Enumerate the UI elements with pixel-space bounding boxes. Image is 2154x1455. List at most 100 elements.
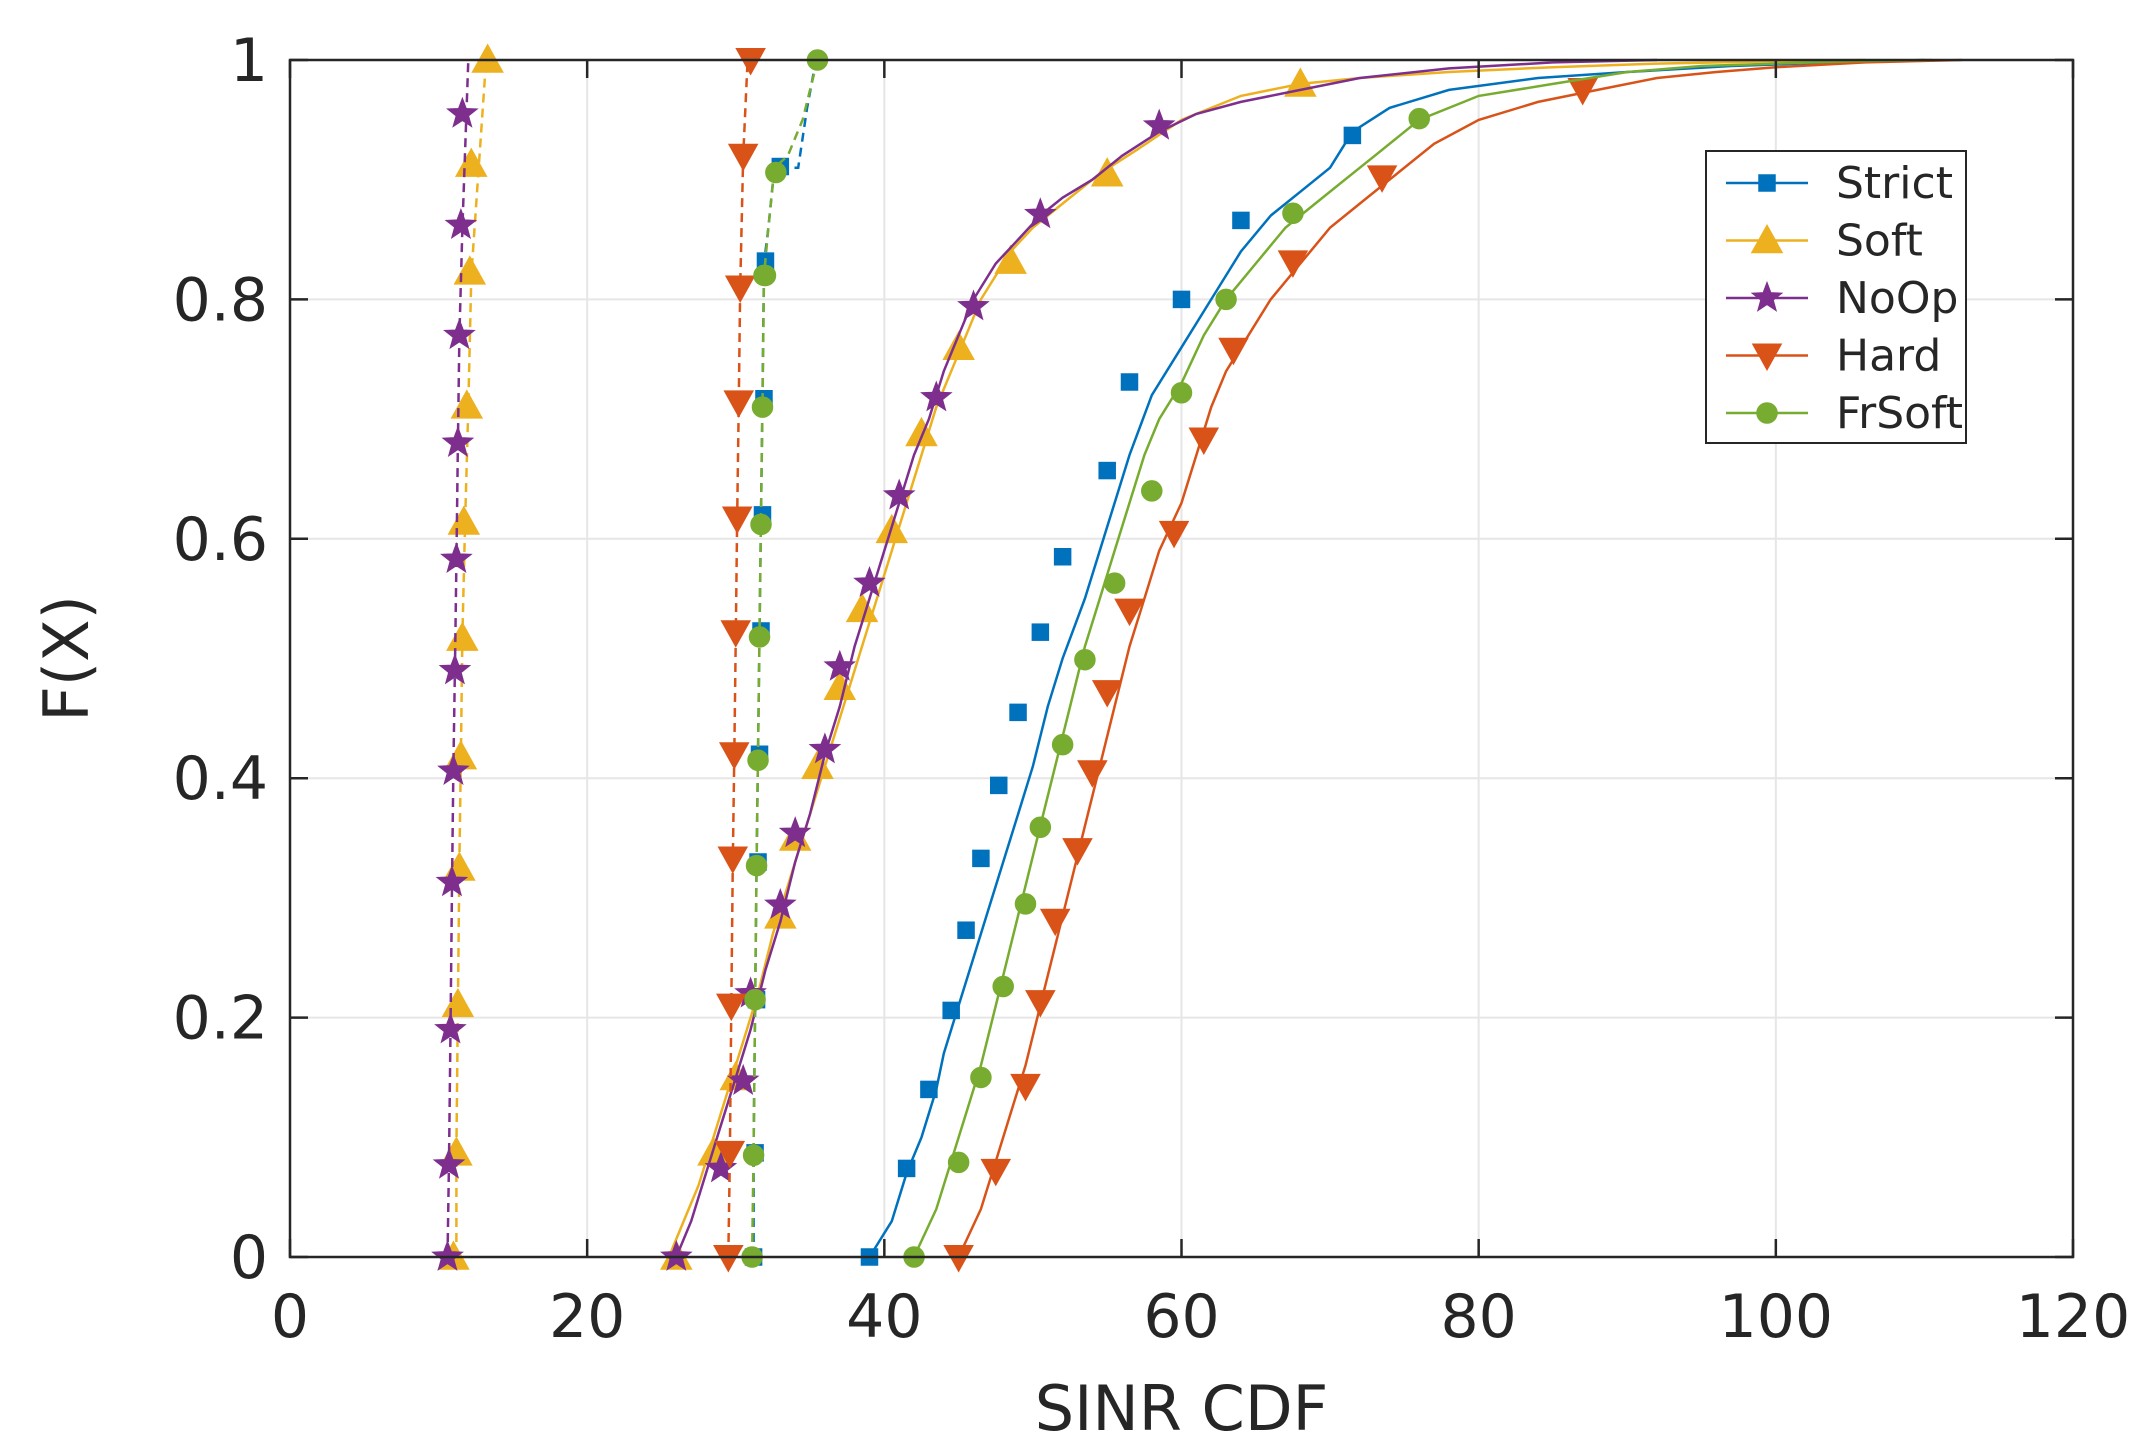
- legend-label-noop: NoOp: [1836, 273, 1958, 324]
- hard-marker: [1010, 1073, 1041, 1102]
- noop-marker: [823, 649, 857, 681]
- series-layer: [431, 43, 1962, 1273]
- hard-marker: [735, 48, 766, 76]
- frsoft-marker: [1141, 480, 1163, 502]
- frsoft-dashed-line: [750, 59, 819, 1258]
- frsoft-marker: [1215, 288, 1237, 311]
- noop-marker: [920, 380, 953, 412]
- hard-marker: [980, 1158, 1012, 1187]
- hard-marker: [720, 620, 752, 648]
- x-tick-label: 80: [1440, 1282, 1516, 1352]
- y-tick-label: 0.4: [173, 744, 268, 814]
- hard-marker: [723, 390, 754, 418]
- tick-labels: 0 20 40 60 80 100 120 0 0.2 0.4 0.6 0.8 1: [173, 26, 2131, 1352]
- frsoft-marker: [1051, 733, 1074, 756]
- noop-marker: [1024, 197, 1057, 229]
- strict-marker: [1098, 461, 1116, 480]
- noop-marker: [778, 816, 812, 848]
- hard-marker: [1114, 598, 1145, 627]
- hard-marker: [1277, 250, 1309, 278]
- noop-marker: [431, 1239, 464, 1271]
- strict-marker: [1120, 373, 1139, 391]
- strict-marker: [1009, 703, 1027, 722]
- frsoft-marker: [745, 854, 768, 877]
- noop-marker: [435, 865, 469, 897]
- hard-marker: [727, 143, 759, 172]
- frsoft-marker: [992, 975, 1014, 998]
- noop-marker: [957, 289, 990, 321]
- x-tick-label: 20: [549, 1282, 625, 1352]
- strict-marker: [1232, 211, 1250, 230]
- soft-marker: [994, 244, 1027, 274]
- legend-item-hard: Hard: [1726, 331, 1941, 382]
- strict-marker: [1172, 290, 1191, 309]
- noop-marker: [441, 425, 475, 457]
- hard-marker: [1025, 990, 1056, 1018]
- frsoft-marker: [765, 161, 787, 184]
- hard-marker: [943, 1245, 974, 1273]
- soft-marker: [453, 255, 487, 285]
- x-tick-label: 0: [271, 1282, 309, 1352]
- strict-marker: [957, 921, 975, 939]
- legend-item-noop: NoOp: [1726, 273, 1958, 324]
- hard-marker: [1091, 680, 1123, 708]
- frsoft-marker: [747, 749, 769, 771]
- frsoft-marker: [1408, 107, 1430, 130]
- series-frsoft: [741, 49, 1932, 1268]
- frsoft-marker: [970, 1066, 992, 1089]
- frsoft-marker: [1014, 893, 1037, 915]
- frsoft-marker: [1282, 202, 1304, 224]
- hard-marker: [724, 275, 756, 303]
- strict-solid-line: [868, 58, 1925, 1258]
- hard-marker: [1039, 908, 1071, 937]
- axis-ticks: [288, 58, 2075, 1259]
- noop-marker: [808, 732, 842, 764]
- hard-marker: [1077, 760, 1108, 788]
- noop-marker: [1142, 108, 1176, 140]
- legend-label-frsoft: FrSoft: [1836, 388, 1963, 439]
- y-tick-label: 0.6: [173, 505, 268, 575]
- series-hard: [713, 48, 1962, 1273]
- hard-marker: [1366, 165, 1398, 193]
- legend-marker-hard: [1751, 343, 1783, 372]
- strict-marker: [972, 849, 990, 868]
- noop-marker: [444, 208, 478, 240]
- strict-marker: [1031, 623, 1050, 641]
- noop-marker: [437, 753, 470, 785]
- hard-marker: [1188, 427, 1220, 455]
- legend-item-strict: Strict: [1726, 158, 1953, 209]
- legend-marker-strict: [1758, 174, 1776, 192]
- soft-dashed-line: [455, 59, 488, 1257]
- y-tick-label: 1: [230, 26, 268, 96]
- y-tick-label: 0.8: [173, 265, 268, 335]
- strict-marker: [920, 1080, 938, 1099]
- legend: Strict Soft NoOp Hard FrSoft: [1705, 150, 1967, 444]
- frsoft-marker: [1074, 648, 1096, 671]
- y-tick-label: 0.2: [173, 984, 268, 1054]
- strict-marker: [989, 776, 1008, 795]
- frsoft-marker: [1170, 382, 1193, 404]
- x-tick-label: 120: [2016, 1282, 2131, 1352]
- legend-label-strict: Strict: [1836, 158, 1953, 209]
- hard-marker: [716, 993, 747, 1022]
- noop-marker: [443, 318, 476, 350]
- frsoft-marker: [751, 396, 774, 418]
- x-tick-label: 100: [1719, 1282, 1834, 1352]
- hard-marker: [721, 506, 753, 534]
- noop-marker: [440, 541, 473, 574]
- series-noop: [431, 58, 1658, 1271]
- noop-marker: [446, 96, 479, 128]
- strict-marker: [897, 1159, 916, 1178]
- frsoft-marker: [754, 264, 777, 287]
- hard-marker: [718, 742, 750, 770]
- noop-marker: [432, 1147, 466, 1179]
- noop-marker: [660, 1239, 693, 1271]
- legend-marker-noop: [1750, 280, 1784, 312]
- noop-marker: [882, 478, 916, 510]
- legend-label-soft: Soft: [1836, 216, 1923, 267]
- soft-marker: [823, 670, 857, 700]
- frsoft-marker: [748, 626, 771, 648]
- legend-marker-soft: [1750, 223, 1784, 254]
- x-tick-label: 60: [1143, 1282, 1219, 1352]
